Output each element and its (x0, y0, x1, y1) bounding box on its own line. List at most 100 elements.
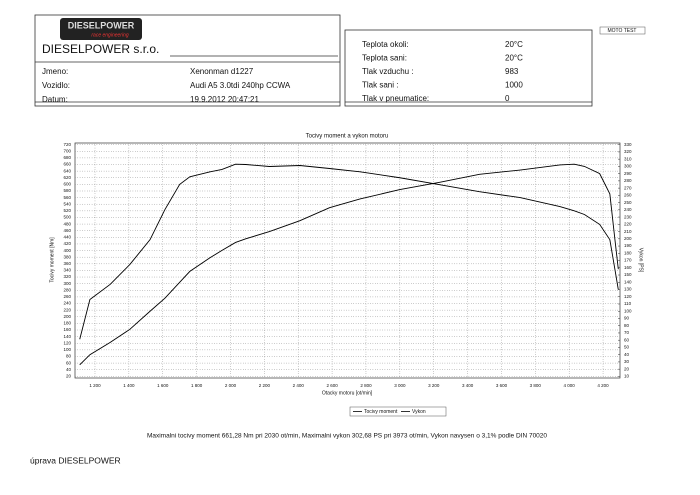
x-tick-label: 2 200 (259, 383, 271, 388)
y-tick-label: 140 (63, 334, 71, 339)
info-label: Datum: (42, 95, 68, 104)
y-tick-label: 640 (63, 168, 71, 173)
y-tick-label: 480 (63, 221, 71, 226)
y2-axis-label: Vykon [PS] (638, 248, 644, 273)
x-axis-label: Otacky motoru [ot/min] (322, 390, 373, 396)
y2-tick-label: 280 (624, 178, 632, 183)
y2-tick-label: 110 (624, 301, 632, 306)
company: DIESELPOWER s.r.o. (42, 42, 159, 56)
y-tick-label: 300 (63, 281, 71, 286)
badge-box (599, 26, 646, 35)
y-tick-label: 600 (63, 182, 71, 187)
legend-label: Tocivy moment (364, 409, 398, 415)
x-tick-label: 4 000 (564, 383, 576, 388)
x-tick-label: 2 000 (225, 383, 237, 388)
y2-tick-label: 130 (624, 287, 632, 292)
y-tick-label: 160 (63, 327, 71, 332)
y-tick-label: 460 (63, 228, 71, 233)
y-tick-label: 360 (63, 261, 71, 266)
summary: Maximalni tocivy moment 661,28 Nm pri 20… (147, 433, 547, 440)
y2-tick-label: 60 (624, 337, 630, 342)
y2-tick-label: 180 (624, 250, 632, 255)
y2-tick-label: 300 (624, 164, 632, 169)
y-tick-label: 500 (63, 215, 71, 220)
y2-tick-label: 220 (624, 222, 632, 227)
y-tick-label: 40 (66, 367, 72, 372)
y2-tick-label: 210 (624, 229, 632, 234)
badge: MOTO TEST (608, 28, 637, 34)
x-tick-label: 3 800 (530, 383, 542, 388)
y-tick-label: 580 (63, 188, 71, 193)
y2-tick-label: 50 (624, 345, 630, 350)
y2-tick-label: 310 (624, 156, 632, 161)
y2-tick-label: 20 (624, 366, 630, 371)
y2-tick-label: 150 (624, 272, 632, 277)
condition-label: Teplota okoli: (362, 40, 409, 49)
info-label: Vozidlo: (42, 81, 70, 90)
condition-label: Tlak vzduchu : (362, 67, 414, 76)
x-tick-label: 1 600 (157, 383, 169, 388)
x-tick-label: 3 200 (428, 383, 440, 388)
y-tick-label: 420 (63, 241, 71, 246)
y2-tick-label: 270 (624, 185, 632, 190)
y2-tick-label: 320 (624, 149, 632, 154)
y-tick-label: 120 (63, 340, 71, 345)
y2-tick-label: 200 (624, 236, 632, 241)
x-tick-label: 3 400 (462, 383, 474, 388)
logo: DIESELPOWER (68, 20, 135, 30)
y2-tick-label: 140 (624, 279, 632, 284)
y2-tick-label: 90 (624, 316, 630, 321)
x-tick-label: 1 200 (89, 383, 101, 388)
y-tick-label: 80 (66, 354, 72, 359)
y-tick-label: 220 (63, 307, 71, 312)
y2-tick-label: 120 (624, 294, 632, 299)
y-tick-label: 540 (63, 201, 71, 206)
y2-tick-label: 10 (624, 374, 630, 379)
y-tick-label: 280 (63, 287, 71, 292)
info-value: Audi A5 3.0tdi 240hp CCWA (190, 81, 291, 90)
x-tick-label: 2 600 (326, 383, 338, 388)
y-tick-label: 560 (63, 195, 71, 200)
logo-bg (60, 18, 142, 40)
y-tick-label: 520 (63, 208, 71, 213)
y-tick-label: 20 (66, 374, 72, 379)
y2-tick-label: 40 (624, 352, 630, 357)
y-tick-label: 240 (63, 301, 71, 306)
condition-label: Teplota sani: (362, 54, 407, 63)
condition-value: 20°C (505, 40, 523, 49)
info-value: 19.9.2012 20:47:21 (190, 95, 260, 104)
condition-value: 0 (505, 94, 510, 103)
y2-tick-label: 260 (624, 193, 632, 198)
y-axis-label: Tocivy moment [Nm] (49, 237, 55, 283)
y-tick-label: 260 (63, 294, 71, 299)
y2-tick-label: 250 (624, 200, 632, 205)
y2-tick-label: 170 (624, 258, 632, 263)
info-box (34, 14, 341, 107)
y-tick-label: 720 (63, 142, 71, 147)
y2-tick-label: 160 (624, 265, 632, 270)
y2-tick-label: 80 (624, 323, 630, 328)
y-tick-label: 320 (63, 274, 71, 279)
x-tick-label: 3 000 (394, 383, 406, 388)
y-tick-label: 380 (63, 254, 71, 259)
series-line (79, 163, 619, 340)
y-tick-label: 440 (63, 235, 71, 240)
legend (349, 406, 447, 417)
condition-label: Tlak v pneumatice: (362, 94, 429, 103)
y-tick-label: 680 (63, 155, 71, 160)
y-tick-label: 660 (63, 162, 71, 167)
x-tick-label: 2 400 (293, 383, 305, 388)
y2-tick-label: 190 (624, 243, 632, 248)
x-tick-label: 3 600 (496, 383, 508, 388)
y2-tick-label: 290 (624, 171, 632, 176)
y-tick-label: 60 (66, 360, 72, 365)
y-tick-label: 340 (63, 268, 71, 273)
series-line (79, 163, 619, 366)
y-tick-label: 620 (63, 175, 71, 180)
y2-tick-label: 330 (624, 142, 632, 147)
x-tick-label: 4 200 (597, 383, 609, 388)
y-tick-label: 180 (63, 321, 71, 326)
